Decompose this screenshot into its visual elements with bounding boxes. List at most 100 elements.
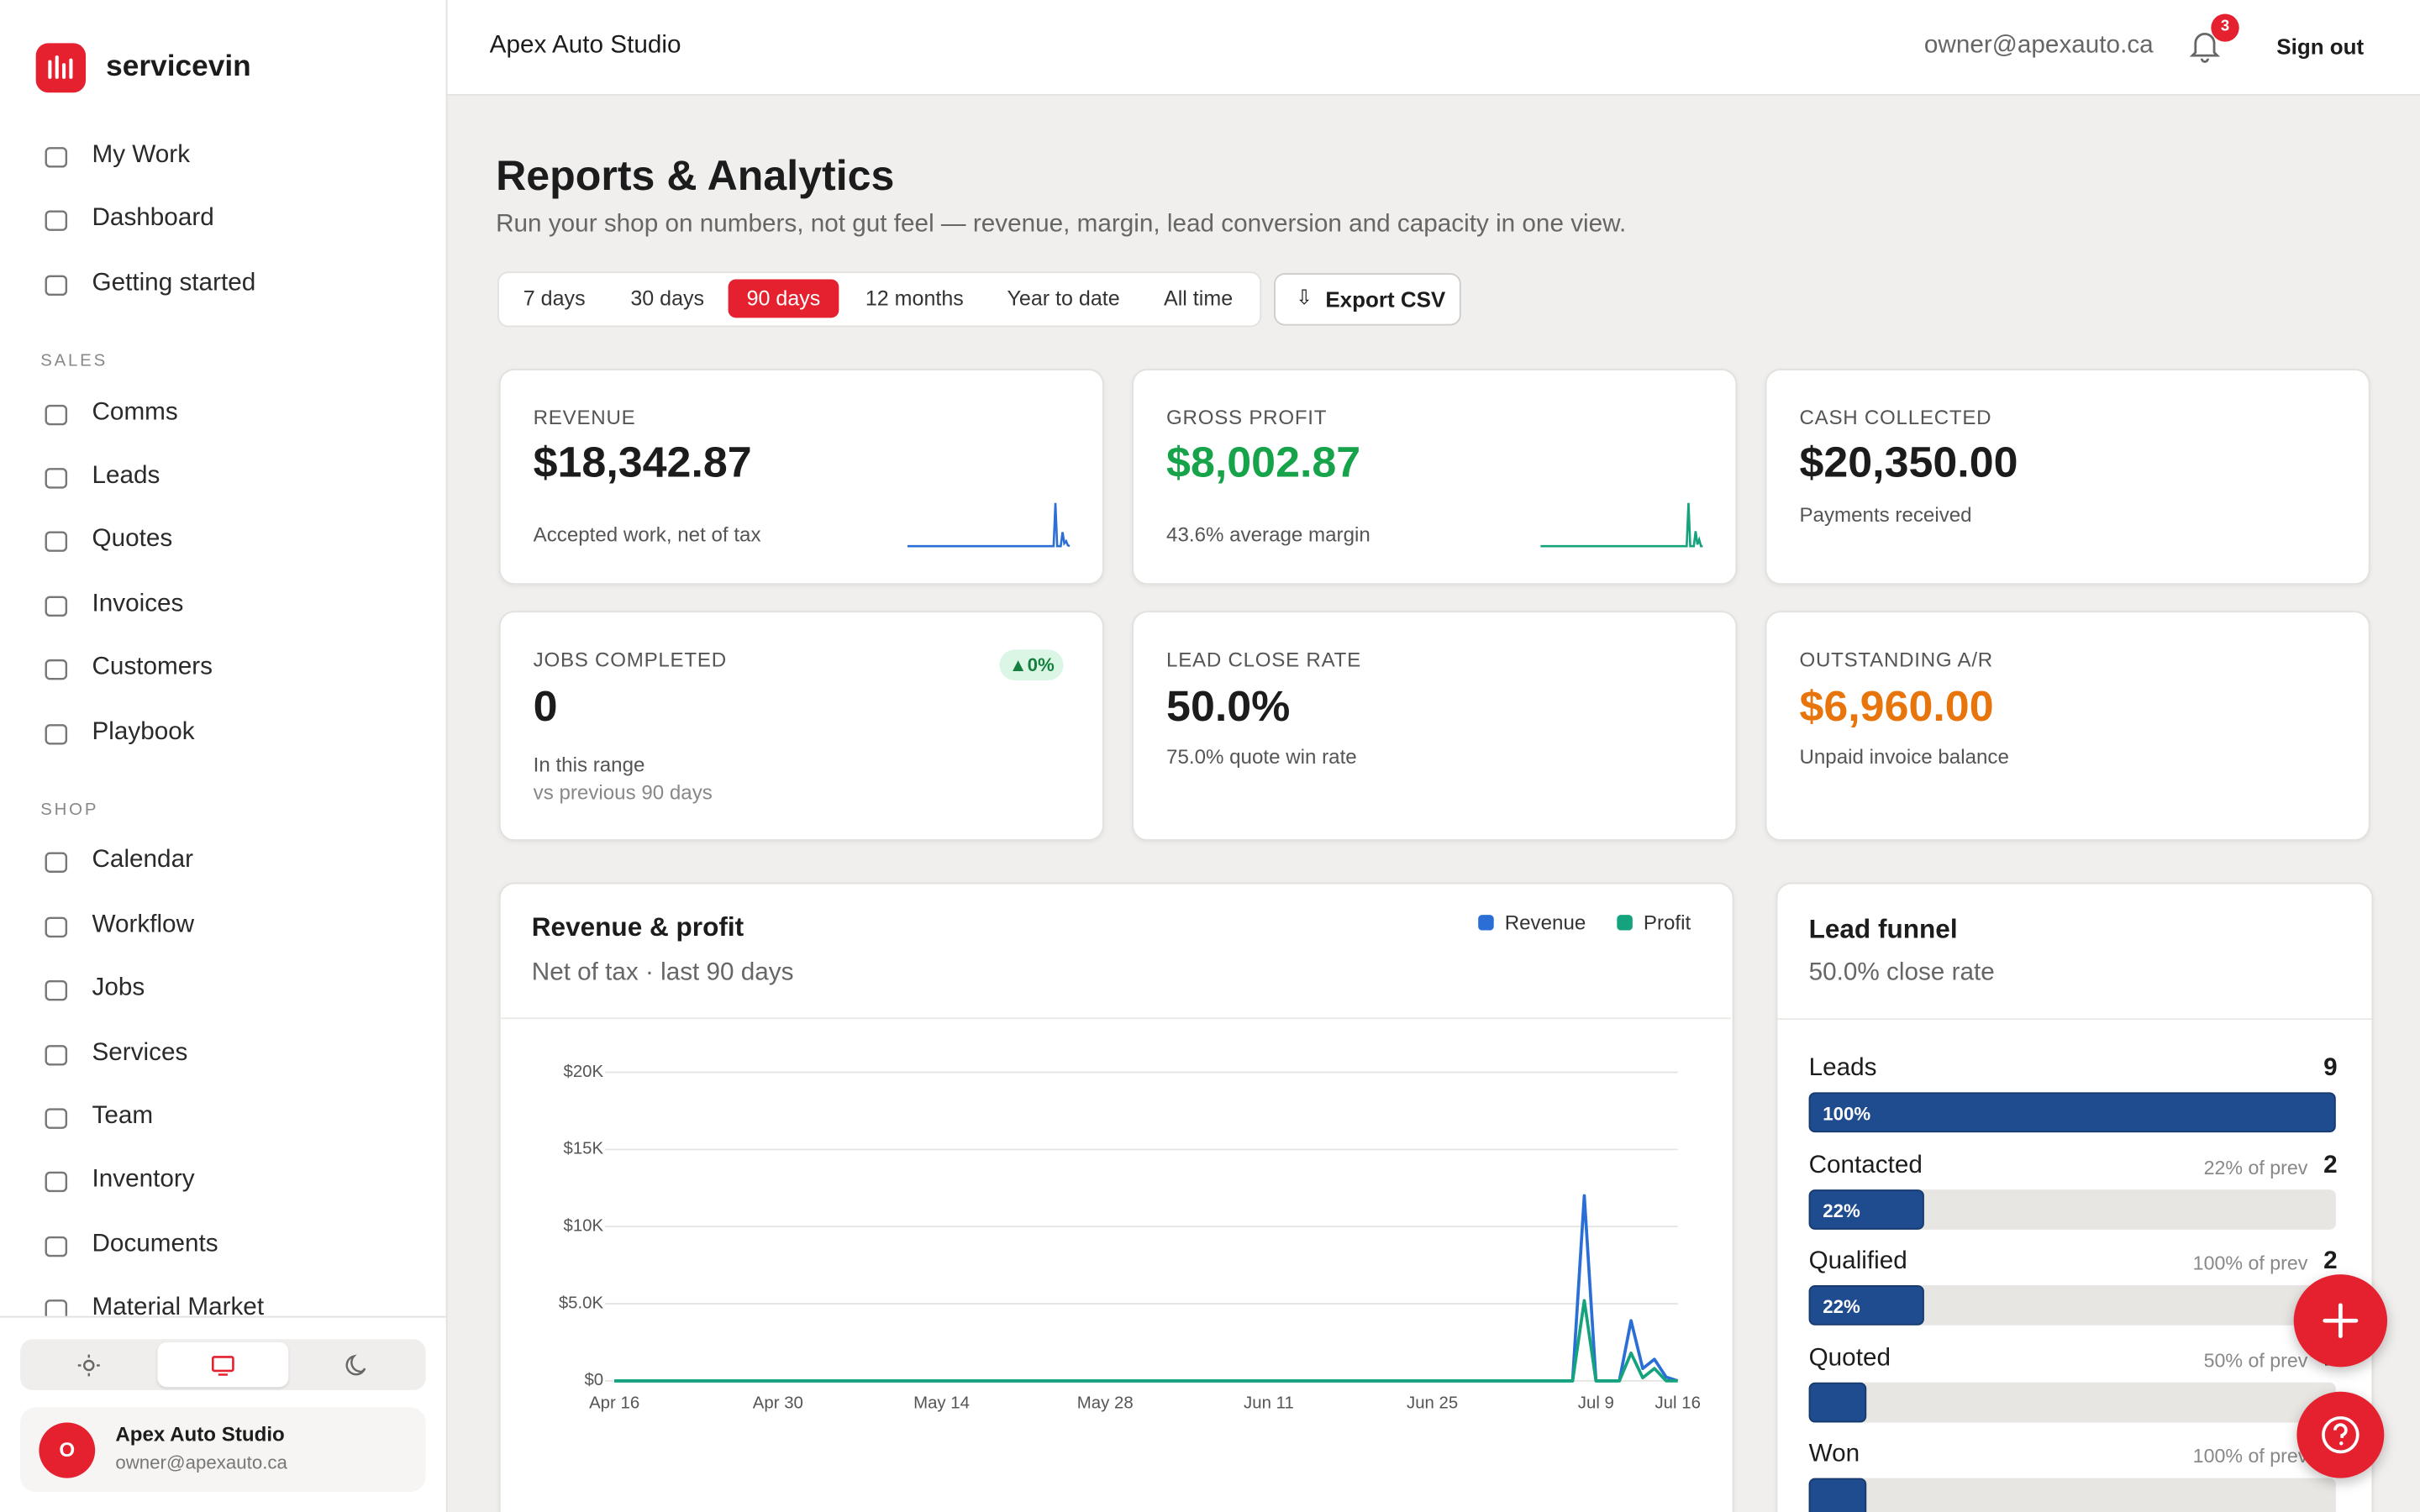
series-line (614, 1299, 1678, 1383)
nav-item[interactable]: Jobs (92, 975, 145, 1002)
range-tab[interactable]: 90 days (728, 279, 839, 318)
x-tick-label: Jun 25 (1407, 1394, 1458, 1413)
icon-shape (45, 659, 68, 680)
icon-shape (45, 723, 68, 744)
chart-card: Revenue & profit Net of tax · last 90 da… (498, 882, 1734, 1512)
icon-shape (45, 1108, 68, 1129)
x-tick-label: Apr 30 (753, 1394, 803, 1413)
nav-item[interactable]: Workflow (92, 911, 195, 938)
stage-track: 100% (1808, 1092, 2336, 1133)
nav-item[interactable]: My Work (92, 141, 191, 169)
nav-item[interactable]: Dashboard (92, 206, 214, 233)
icon-shape (45, 275, 68, 296)
y-tick-label: $10K (563, 1217, 603, 1236)
stage-name: Contacted (1808, 1152, 1923, 1179)
kpi-value: $20,350.00 (1799, 438, 2018, 486)
nav-item[interactable]: Calendar (92, 848, 193, 874)
kpi-badge: ▲0% (999, 649, 1065, 680)
icon-shape (45, 596, 68, 617)
nav-icon (45, 659, 68, 680)
nav-item[interactable]: Customers (92, 654, 213, 681)
x-tick-label: Jul 16 (1655, 1394, 1700, 1413)
y-tick-label: $5.0K (559, 1294, 604, 1312)
kpi-note: Unpaid invoice balance (1799, 745, 2009, 769)
kpi-label: REVENUE (533, 406, 636, 429)
stage-count: 2 (2323, 1152, 2338, 1179)
kpi-note: 43.6% average margin (1166, 522, 1370, 547)
nav-icon (45, 1044, 68, 1065)
help-icon (2322, 1416, 2360, 1454)
kpi-value: $8,002.87 (1166, 438, 1361, 486)
x-tick-label: May 14 (913, 1394, 970, 1413)
divider (1777, 1018, 2372, 1021)
plus-icon (2323, 1303, 2359, 1338)
theme-toggle (20, 1339, 426, 1390)
nav-icon (45, 211, 68, 232)
funnel-title: Lead funnel (1808, 915, 1958, 945)
legend-label: Profit (1644, 912, 1691, 935)
sparkline (907, 502, 1071, 548)
dark-theme[interactable] (345, 1353, 370, 1378)
legend-swatch (1478, 915, 1494, 931)
sign-out[interactable]: Sign out (2276, 34, 2365, 59)
y-tick-label: $0 (584, 1371, 603, 1389)
nav-icon (45, 853, 68, 874)
kpi-value: $6,960.00 (1799, 681, 1994, 730)
nav-item[interactable]: Playbook (92, 717, 195, 745)
nav-item[interactable]: Leads (92, 462, 160, 490)
kpi-card: OUTSTANDING A/R $6,960.00 Unpaid invoice b… (1765, 611, 2370, 842)
nav-item[interactable]: Invoices (92, 590, 184, 617)
nav-item[interactable]: Documents (92, 1231, 218, 1257)
series-line (614, 1194, 1679, 1383)
avatar: O (39, 1422, 96, 1478)
nav-item[interactable]: Inventory (92, 1167, 195, 1194)
notifications[interactable] (2189, 29, 2221, 63)
stage-track: 22% (1808, 1284, 2336, 1326)
nav-icon (45, 596, 68, 617)
icon-shape (45, 1236, 68, 1257)
light-theme[interactable] (76, 1353, 102, 1378)
icon-shape (45, 467, 68, 489)
nav-item[interactable]: Getting started (92, 270, 256, 297)
system-theme[interactable] (157, 1341, 289, 1388)
icon-shape (45, 916, 68, 937)
sidebar: servicevin My Work Dashboard Getting start… (0, 0, 448, 1512)
nav-item[interactable]: Comms (92, 398, 178, 426)
y-tick-label: $15K (563, 1140, 603, 1158)
nav-section: SALES (40, 351, 108, 370)
stage-bar (1808, 1478, 1867, 1512)
add-button[interactable] (2293, 1274, 2388, 1368)
stage-track (1808, 1478, 2336, 1512)
page-subtitle: Run your shop on numbers, not gut feel —… (496, 211, 1627, 238)
icon-shape (45, 980, 68, 1001)
kpi-label: OUTSTANDING A/R (1799, 648, 1993, 671)
nav-item[interactable]: Quotes (92, 526, 173, 554)
help-button[interactable] (2296, 1391, 2385, 1478)
topbar: Apex Auto Studio owner@apexauto.ca 3 Sig… (447, 0, 2420, 96)
nav-icon (45, 532, 68, 553)
chart: Revenue & profit Net of tax · last 90 da… (498, 912, 1731, 1413)
nav-icon (45, 467, 68, 489)
range-tab[interactable]: 7 days (523, 286, 586, 311)
stage-share: 22% (1823, 1200, 1860, 1221)
icon-shape (45, 532, 68, 553)
range-tab[interactable]: 12 months (865, 286, 964, 311)
chart-title: Revenue & profit (532, 912, 744, 942)
user-card[interactable]: O Apex Auto Studio owner@apexauto.ca (20, 1407, 426, 1493)
range-tab[interactable]: Year to date (1007, 286, 1120, 311)
icon-shape (45, 147, 68, 168)
stage-share: 22% (1823, 1295, 1860, 1318)
stage-prev: 22% of prev (2203, 1156, 2308, 1179)
kpi-label: GROSS PROFIT (1166, 406, 1328, 429)
nav-item[interactable]: Services (92, 1039, 188, 1066)
nav-icon (45, 1172, 68, 1193)
kpi-label: CASH COLLECTED (1799, 406, 1992, 429)
kpi-card: GROSS PROFIT $8,002.87 43.6% average margi… (1132, 368, 1738, 585)
stage-bar: 22% (1808, 1189, 1925, 1229)
kpi-note: Payments received (1799, 502, 1972, 527)
nav-item[interactable]: Team (92, 1103, 154, 1130)
export-button[interactable]: ⇩ Export CSV (1274, 273, 1461, 326)
range-tab[interactable]: 30 days (630, 286, 705, 311)
range-tab[interactable]: All time (1163, 286, 1234, 311)
